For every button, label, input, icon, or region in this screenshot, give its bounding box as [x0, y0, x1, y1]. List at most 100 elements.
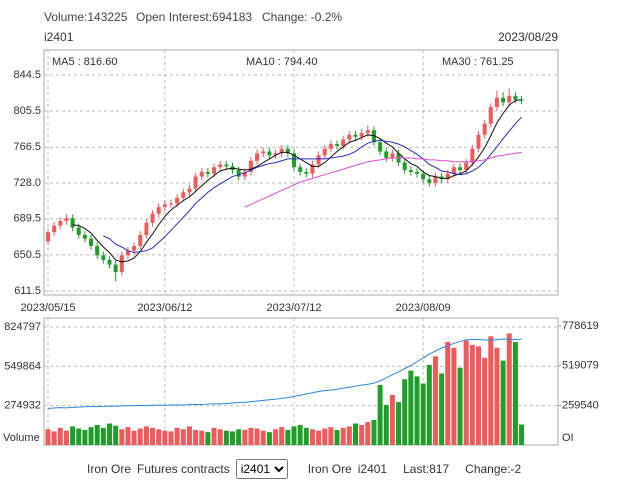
volume-bar	[303, 427, 309, 445]
candle-body	[353, 134, 358, 137]
ma-line	[244, 151, 522, 208]
volume-bar	[494, 347, 500, 445]
volume-bar	[519, 424, 525, 445]
candle-body	[248, 160, 253, 172]
volume-bar	[365, 422, 371, 445]
candle-body	[408, 170, 413, 172]
volume-bar	[316, 430, 322, 445]
volume-bar	[248, 427, 254, 445]
candle-body	[335, 144, 340, 146]
candle-body	[328, 144, 333, 149]
volume-bar	[125, 427, 131, 445]
y-tick-label: 766.5	[13, 141, 41, 153]
candle-body	[187, 188, 192, 193]
volume-bar	[143, 426, 149, 445]
candle-body	[76, 227, 81, 235]
volume-bar	[396, 402, 402, 445]
ma-line	[103, 116, 522, 254]
candle-body	[175, 197, 180, 204]
y-tick-label: 650.5	[13, 249, 41, 261]
axis-name: Volume	[3, 432, 40, 444]
volume-bar	[51, 431, 57, 445]
y2-tick-label: 778619	[562, 320, 599, 332]
candle-body	[488, 107, 493, 124]
candle-body	[138, 234, 143, 247]
candle-body	[322, 148, 327, 156]
y2-tick-label: 519079	[562, 360, 599, 372]
candle-body	[82, 234, 87, 239]
volume-bar	[389, 394, 395, 445]
volume-bar	[236, 429, 242, 445]
y-tick-label: 611.5	[14, 285, 41, 297]
volume-bar	[150, 427, 156, 445]
volume-bar	[426, 364, 432, 445]
product: Iron Ore	[87, 462, 132, 476]
x-tick-label: 2023/07/12	[266, 302, 321, 314]
candle-body	[113, 264, 118, 273]
volume-bar	[260, 430, 266, 445]
volume-bar	[353, 423, 358, 445]
volume-bar	[309, 429, 315, 445]
candle-body	[70, 218, 75, 228]
candle-body	[181, 192, 186, 198]
volume-bar	[223, 430, 229, 445]
candle-body	[242, 171, 247, 177]
volume-bar	[137, 428, 143, 445]
volume-bar	[359, 424, 365, 445]
volume-bar	[297, 424, 303, 445]
chart: Volume:143225 Open Interest:694183 Chang…	[3, 10, 599, 446]
candle-body	[89, 238, 94, 247]
contract-select[interactable]: i2401	[235, 459, 288, 479]
volume-bar	[512, 342, 518, 445]
volume-bar	[70, 426, 76, 445]
y-tick-label: 274932	[4, 400, 41, 412]
candle-body	[421, 173, 426, 180]
candle-body	[218, 164, 223, 168]
volume-bar	[451, 347, 457, 445]
oi-line	[47, 338, 522, 409]
candle-body	[285, 148, 290, 154]
volume-bar	[445, 342, 451, 445]
candle-body	[273, 153, 278, 156]
volume-bar	[334, 429, 340, 445]
candle-body	[267, 151, 272, 156]
candle-body	[378, 142, 383, 152]
volume-bar	[45, 429, 51, 445]
volume-bar	[63, 430, 69, 445]
candle-body	[470, 148, 475, 163]
volume-bar	[500, 360, 506, 445]
candle-body	[255, 153, 260, 161]
candle-body	[494, 97, 499, 108]
volume-bar	[57, 427, 63, 445]
volume-bar	[291, 426, 297, 445]
candle-body	[458, 167, 463, 171]
y-tick-label: 689.5	[13, 213, 41, 225]
volume-bar	[193, 429, 199, 445]
candle-body	[169, 203, 173, 205]
axis-name: OI	[562, 432, 574, 444]
volume-bar	[322, 428, 328, 445]
candle-body	[236, 170, 241, 177]
volume-bar	[254, 428, 260, 445]
volume-bar	[205, 432, 211, 445]
volume-bar	[371, 419, 377, 445]
candle-body	[365, 130, 370, 133]
volume-bar	[162, 430, 168, 445]
candle-body	[501, 97, 506, 103]
y2-tick-label: 259540	[562, 399, 599, 411]
candle-body	[58, 221, 63, 226]
y-tick-label: 728.0	[13, 177, 41, 189]
contracts-label: Futures contracts	[137, 462, 230, 476]
candle-body	[433, 176, 438, 184]
candle-body	[390, 153, 395, 158]
volume-bar	[377, 384, 383, 445]
volume-bar	[119, 429, 125, 445]
volume-bar	[420, 383, 426, 445]
candle-body	[52, 225, 57, 233]
contract: i2401	[357, 462, 388, 476]
volume-bar	[180, 429, 186, 445]
candle-body	[64, 218, 69, 222]
y-tick-label: 824797	[4, 321, 41, 333]
contract-code: i2401	[44, 30, 74, 44]
